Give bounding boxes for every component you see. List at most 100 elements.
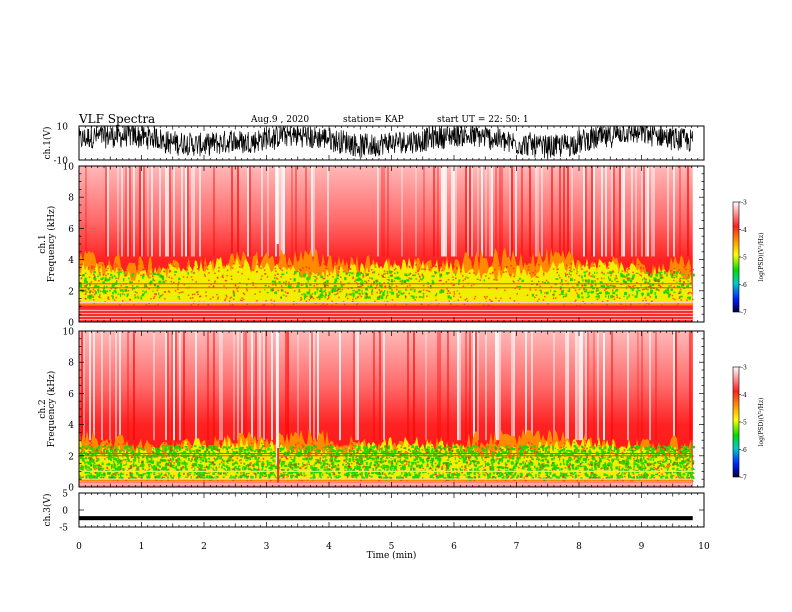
ch2-spectrogram-speckle <box>148 465 150 468</box>
ch1-spectrogram-streak <box>571 166 573 257</box>
ch1-spectrogram-streak <box>467 166 469 257</box>
ch2-spectrogram-speckle <box>507 448 509 450</box>
ch2-spectrogram-speckle <box>192 455 194 458</box>
ch2-spectrogram-speckle <box>587 454 589 456</box>
ch2-spectrogram-speckle <box>458 453 462 455</box>
ch2-spectrogram-speckle <box>119 460 122 462</box>
ch2-spectrogram-speckle <box>594 477 597 480</box>
ch2-spectrogram-speckle <box>692 460 695 464</box>
ch1-spectrogram-speckle <box>620 273 624 278</box>
ch1-spectrogram-speckle <box>675 275 677 278</box>
ch2-spectrogram-speckle <box>547 451 550 454</box>
ch2-spectrogram-speckle <box>418 473 421 477</box>
ch1-spectrogram-streak <box>267 166 269 257</box>
ch2-spectrogram-speckle <box>471 468 473 471</box>
ch1-spectrogram-speckle <box>628 294 630 296</box>
ch2-spectrogram-speckle <box>232 476 234 479</box>
ch2-spectrogram-speckle <box>688 455 692 459</box>
ch2-spectrogram-speckle <box>455 446 458 448</box>
ch1-spectrogram-speckle <box>657 279 659 282</box>
ch1-spectrogram-speckle <box>118 274 120 277</box>
ch2-spectrogram-speckle <box>622 461 625 465</box>
ch2-spectrogram-speckle <box>298 447 301 451</box>
ch2-spectrogram-speckle <box>585 456 588 458</box>
ch2-spectrogram-speckle <box>259 452 262 456</box>
ch2-spectrogram-speckle <box>501 459 503 463</box>
ch2-spectrogram-speckle <box>401 472 403 475</box>
ch2-spectrogram-speckle <box>453 445 457 448</box>
ch2-spectrogram-speckle <box>151 462 154 464</box>
ch2-spectrogram-streak <box>255 331 257 441</box>
ch2-spectrogram-speckle <box>523 477 525 479</box>
ch1-spectrogram-speckle <box>331 300 333 303</box>
ch1-spectrogram-speckle <box>303 296 307 298</box>
ch2-spectrogram-speckle <box>477 444 480 447</box>
ch2-spectrogram-speckle <box>492 460 496 463</box>
ch1-spectrogram-streak <box>165 166 167 257</box>
ch2-spectrogram-speckle <box>302 444 305 448</box>
ch2-spectrogram-speckle <box>356 474 359 477</box>
ch2-spectrogram-speckle <box>435 450 437 453</box>
ch1-spectrogram-speckle <box>361 284 364 286</box>
ch1-spectrogram-speckle <box>419 290 422 292</box>
ch2-spectrogram-speckle <box>581 445 584 448</box>
station-label: station= KAP <box>343 115 404 125</box>
ch1-spectrogram-speckle <box>216 293 218 296</box>
ch1-spectrogram-speckle <box>155 293 157 295</box>
ch2-spectrogram-speckle <box>504 472 506 474</box>
ch1-spectrogram-speckle <box>375 285 378 287</box>
ch1-spectrogram-streak <box>471 166 473 257</box>
ch1-spectrogram-speckle <box>418 291 420 293</box>
ch1-spectrogram-streak <box>489 166 491 257</box>
ch1-spectrogram-speckle <box>500 266 503 268</box>
ch1-spectrogram-speckle <box>149 283 152 286</box>
ch2-spectrogram-speckle <box>202 472 205 476</box>
ch1-spectrogram-speckle <box>500 268 502 270</box>
ch1-spectrogram-speckle <box>567 290 569 292</box>
ch2-spectrogram-streak <box>425 331 427 441</box>
ch2-spectrogram-speckle <box>469 448 473 450</box>
ch2-spectrogram-speckle <box>193 474 196 476</box>
ch1-spectrogram-speckle <box>394 267 397 270</box>
ch2-spectrogram-speckle <box>251 453 252 456</box>
ch1-spectrogram-speckle <box>418 296 422 298</box>
ch2-spectrogram-speckle <box>236 470 239 474</box>
ch1-spectrogram-streak <box>281 166 283 257</box>
ch2-spectrogram-speckle <box>689 472 691 475</box>
ch1-spectrogram-speckle <box>232 304 234 306</box>
ch2-spectrogram-speckle <box>199 457 202 461</box>
ch2-spectrogram-speckle <box>295 453 297 456</box>
ch1-spectrogram-speckle <box>391 299 394 301</box>
ch2-spectrogram-speckle <box>85 470 87 474</box>
ch1-spectrogram-speckle <box>102 290 105 293</box>
ch2-spectrogram-speckle <box>527 448 530 451</box>
ch2-spectrogram-speckle <box>238 476 240 479</box>
ch2-spectrogram-speckle <box>162 476 164 478</box>
ch2-spectrogram-speckle <box>381 461 384 463</box>
ch1-spectrogram-speckle <box>516 293 518 295</box>
ch2-spectrogram-speckle <box>564 467 567 469</box>
ch2-spectrogram-speckle <box>513 479 516 482</box>
ch2-spectrogram-speckle <box>561 472 565 476</box>
ch2-spectrogram-speckle <box>405 456 409 460</box>
ch2-spectrogram-speckle <box>453 473 456 476</box>
ch2-spectrogram-speckle <box>357 451 359 453</box>
ch1-spectrogram-speckle <box>312 297 315 300</box>
ch1-spectrogram-speckle <box>164 267 166 269</box>
ch1-spectrogram-speckle <box>209 298 212 300</box>
ch2-spectrogram-speckle <box>103 445 107 448</box>
ch1-spectrogram-speckle <box>356 274 359 277</box>
ch1-spectrogram-speckle <box>603 273 605 275</box>
ch2-spectrogram-speckle <box>537 453 540 456</box>
ch2-spectrogram-speckle <box>104 458 106 460</box>
ch2-spectrogram-speckle <box>204 470 206 472</box>
ch1-spectrogram-streak <box>401 166 403 257</box>
ch2-spectrogram-speckle <box>130 467 132 469</box>
ch1-spectrogram-speckle <box>654 295 657 299</box>
ch2-spectrogram-speckle <box>651 448 654 451</box>
ch2-spectrogram-speckle <box>522 446 525 450</box>
ch1-spectrogram-speckle <box>435 292 438 296</box>
ch1-spectrogram-speckle <box>308 299 311 301</box>
ch1-spectrogram-speckle <box>381 296 384 300</box>
ch1-spectrogram-speckle <box>453 291 455 293</box>
